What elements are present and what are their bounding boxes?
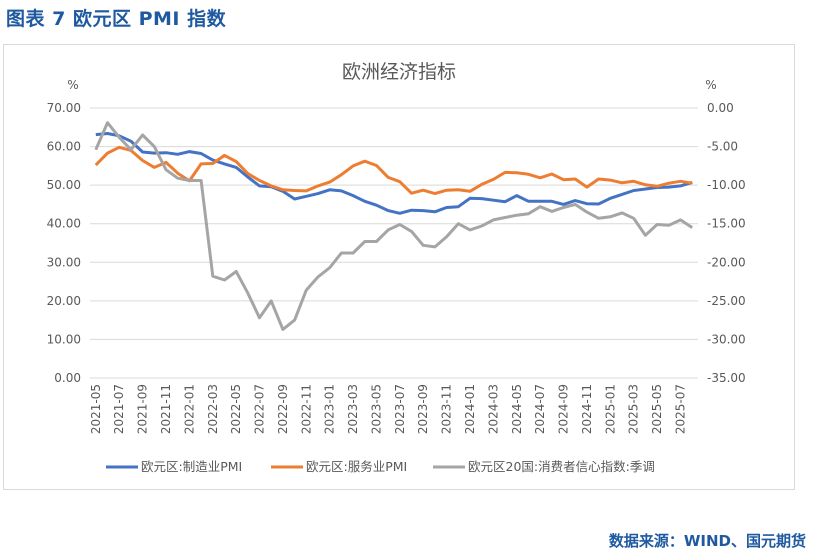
chart-title: 欧洲经济指标 (342, 61, 456, 83)
data-source: 数据来源：WIND、国元期货 (608, 532, 806, 550)
x-tick-label: 2025-01 (603, 384, 617, 434)
left-axis-unit: % (67, 78, 78, 92)
right-tick-label: 0.00 (707, 101, 734, 115)
legend-label: 欧元区:制造业PMI (141, 459, 242, 474)
figure-title: 图表 7 欧元区 PMI 指数 (6, 8, 227, 30)
x-tick-label: 2025-03 (627, 384, 641, 434)
x-tick-label: 2021-11 (159, 384, 173, 434)
left-tick-label: 20.00 (47, 294, 81, 308)
series-line-1 (95, 132, 693, 215)
x-tick-label: 2023-11 (440, 384, 454, 434)
right-tick-label: -30.00 (707, 332, 746, 346)
right-tick-label: -15.00 (707, 217, 746, 231)
legend-label: 欧元区:服务业PMI (306, 459, 407, 474)
x-tick-label: 2024-05 (510, 384, 524, 434)
x-tick-label: 2022-01 (182, 384, 196, 434)
left-tick-label: 60.00 (47, 140, 81, 154)
legend-label: 欧元区20国:消费者信心指数:季调 (468, 459, 655, 474)
left-tick-label: 40.00 (47, 217, 81, 231)
x-tick-label: 2022-11 (299, 384, 313, 434)
left-tick-label: 0.00 (54, 371, 81, 385)
x-tick-label: 2024-07 (533, 384, 547, 434)
x-tick-label: 2025-07 (673, 384, 687, 434)
right-tick-label: -10.00 (707, 178, 746, 192)
chart-frame (3, 44, 795, 490)
x-tick-label: 2023-07 (393, 384, 407, 434)
x-tick-label: 2024-09 (557, 384, 571, 434)
x-tick-label: 2023-03 (346, 384, 360, 434)
x-tick-label: 2023-01 (323, 384, 337, 434)
x-tick-label: 2024-11 (580, 384, 594, 434)
x-tick-label: 2022-03 (206, 384, 220, 434)
right-tick-label: -25.00 (707, 294, 746, 308)
right-tick-label: -20.00 (707, 255, 746, 269)
left-tick-label: 70.00 (47, 101, 81, 115)
x-tick-label: 2021-05 (89, 384, 103, 434)
series-line-3 (94, 121, 694, 331)
x-tick-label: 2025-05 (650, 384, 664, 434)
x-tick-label: 2022-09 (276, 384, 290, 434)
series-line-2 (94, 145, 693, 196)
right-tick-label: -5.00 (707, 140, 738, 154)
x-tick-label: 2021-07 (112, 384, 126, 434)
x-tick-label: 2023-09 (416, 384, 430, 434)
left-tick-label: 50.00 (47, 178, 81, 192)
x-tick-label: 2024-01 (463, 384, 477, 434)
x-tick-label: 2022-05 (229, 384, 243, 434)
x-tick-label: 2021-09 (136, 384, 150, 434)
x-tick-label: 2022-07 (253, 384, 267, 434)
left-tick-label: 30.00 (47, 255, 81, 269)
right-tick-label: -35.00 (707, 371, 746, 385)
x-tick-label: 2023-05 (369, 384, 383, 434)
right-axis-unit: % (705, 78, 716, 92)
left-tick-label: 10.00 (47, 332, 81, 346)
x-tick-label: 2024-03 (486, 384, 500, 434)
